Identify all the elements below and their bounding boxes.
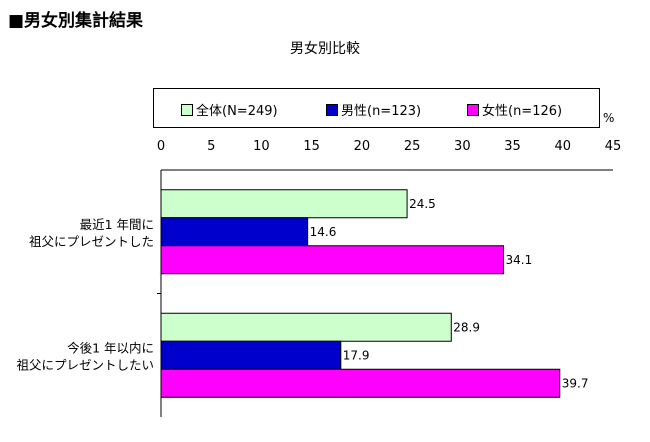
category-label: 祖父にプレゼントしたい bbox=[16, 357, 154, 372]
data-label: 34.1 bbox=[506, 253, 533, 267]
legend-item-all: 全体(N=249) bbox=[181, 100, 278, 119]
legend-swatch-male bbox=[326, 103, 338, 116]
legend-label-female: 女性(n=126) bbox=[482, 104, 563, 119]
data-label: 39.7 bbox=[562, 376, 589, 390]
category-label: 祖父にプレゼントした bbox=[29, 234, 154, 249]
data-label: 24.5 bbox=[409, 197, 436, 211]
category-label: 今後1 年以内に bbox=[67, 340, 154, 355]
axis-unit-label: % bbox=[603, 111, 615, 125]
x-tick-label: 5 bbox=[207, 139, 215, 154]
x-tick-label: 35 bbox=[504, 139, 521, 154]
x-tick-label: 25 bbox=[404, 139, 421, 154]
x-tick-label: 45 bbox=[605, 139, 622, 154]
x-tick-label: 15 bbox=[303, 139, 320, 154]
x-tick-label: 0 bbox=[157, 139, 165, 154]
x-tick-label: 20 bbox=[354, 139, 371, 154]
legend-item-male: 男性(n=123) bbox=[326, 100, 421, 119]
bar-all-1 bbox=[160, 312, 452, 342]
category-label: 最近1 年間に bbox=[80, 217, 154, 232]
bar-male-0 bbox=[160, 217, 309, 247]
legend-label-all: 全体(N=249) bbox=[196, 104, 278, 119]
x-tick-label: 10 bbox=[253, 139, 270, 154]
legend-label-male: 男性(n=123) bbox=[341, 104, 422, 119]
data-label: 14.6 bbox=[310, 225, 337, 239]
legend-item-female: 女性(n=126) bbox=[467, 100, 562, 119]
x-tick-label: 30 bbox=[454, 139, 471, 154]
bar-female-0 bbox=[160, 245, 505, 275]
x-tick-label: 40 bbox=[555, 139, 572, 154]
chart-legend: 全体(N=249) 男性(n=123) 女性(n=126) bbox=[153, 88, 600, 128]
bar-male-1 bbox=[160, 340, 342, 370]
legend-swatch-female bbox=[467, 103, 479, 116]
chart-title: 男女別比較 bbox=[290, 41, 360, 57]
bar-female-1 bbox=[160, 368, 561, 398]
bar-all-0 bbox=[160, 189, 408, 219]
legend-swatch-all bbox=[181, 103, 193, 116]
data-label: 28.9 bbox=[453, 320, 480, 334]
page-heading: ■男女別集計結果 bbox=[8, 11, 144, 31]
data-label: 17.9 bbox=[343, 348, 370, 362]
